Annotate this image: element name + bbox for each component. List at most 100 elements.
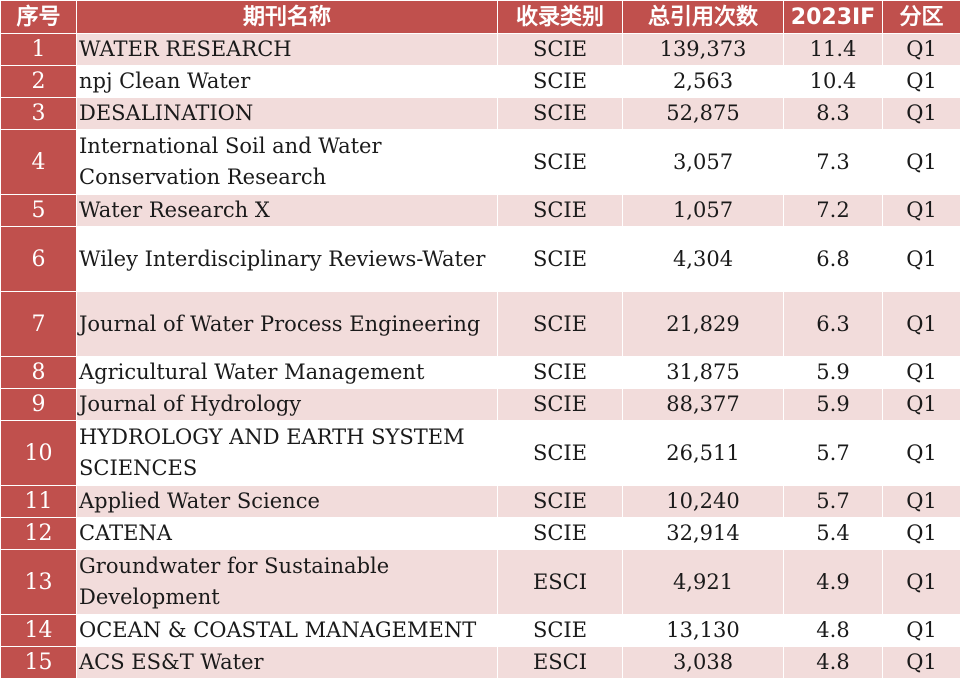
cell-total-citations: 52,875 [623,98,784,130]
cell-impact-factor: 10.4 [784,66,883,98]
cell-index-type: SCIE [498,421,623,486]
cell-index-type: SCIE [498,518,623,550]
cell-quartile: Q1 [883,292,960,357]
cell-journal-name: Groundwater for Sustainable Development [77,550,498,615]
cell-total-citations: 1,057 [623,195,784,227]
cell-journal-name: CATENA [77,518,498,550]
cell-journal-name: Applied Water Science [77,486,498,518]
cell-index-type: SCIE [498,615,623,647]
cell-index: 15 [1,647,77,679]
cell-index-type: SCIE [498,130,623,195]
cell-index-type: SCIE [498,357,623,389]
cell-journal-name: Journal of Hydrology [77,389,498,421]
cell-impact-factor: 6.8 [784,227,883,292]
cell-total-citations: 4,304 [623,227,784,292]
cell-index-type: SCIE [498,486,623,518]
cell-index-type: SCIE [498,227,623,292]
cell-journal-name: npj Clean Water [77,66,498,98]
cell-index: 2 [1,66,77,98]
cell-index-type: SCIE [498,389,623,421]
cell-journal-name: OCEAN & COASTAL MANAGEMENT [77,615,498,647]
header-index: 序号 [1,1,77,34]
cell-impact-factor: 4.8 [784,615,883,647]
cell-total-citations: 2,563 [623,66,784,98]
header-journal-name: 期刊名称 [77,1,498,34]
cell-impact-factor: 6.3 [784,292,883,357]
cell-index-type: ESCI [498,550,623,615]
table-header-row: 序号 期刊名称 收录类别 总引用次数 2023IF 分区 [1,1,960,34]
cell-total-citations: 139,373 [623,34,784,66]
cell-journal-name: ACS ES&T Water [77,647,498,679]
cell-index: 10 [1,421,77,486]
cell-quartile: Q1 [883,34,960,66]
cell-index-type: SCIE [498,98,623,130]
cell-journal-name: HYDROLOGY AND EARTH SYSTEM SCIENCES [77,421,498,486]
cell-index: 1 [1,34,77,66]
cell-journal-name: Agricultural Water Management [77,357,498,389]
cell-total-citations: 21,829 [623,292,784,357]
cell-index: 9 [1,389,77,421]
cell-total-citations: 3,038 [623,647,784,679]
cell-quartile: Q1 [883,98,960,130]
cell-impact-factor: 8.3 [784,98,883,130]
cell-impact-factor: 5.9 [784,389,883,421]
cell-impact-factor: 5.7 [784,486,883,518]
cell-index-type: SCIE [498,195,623,227]
cell-impact-factor: 7.2 [784,195,883,227]
header-total-citations: 总引用次数 [623,1,784,34]
cell-impact-factor: 5.9 [784,357,883,389]
cell-total-citations: 88,377 [623,389,784,421]
cell-index: 8 [1,357,77,389]
cell-total-citations: 3,057 [623,130,784,195]
cell-impact-factor: 4.9 [784,550,883,615]
cell-total-citations: 4,921 [623,550,784,615]
cell-index-type: SCIE [498,66,623,98]
cell-index-type: SCIE [498,34,623,66]
cell-quartile: Q1 [883,550,960,615]
cell-impact-factor: 5.4 [784,518,883,550]
cell-impact-factor: 11.4 [784,34,883,66]
cell-journal-name: DESALINATION [77,98,498,130]
cell-index: 11 [1,486,77,518]
cell-index: 6 [1,227,77,292]
cell-quartile: Q1 [883,389,960,421]
cell-index: 14 [1,615,77,647]
header-impact-factor: 2023IF [784,1,883,34]
cell-journal-name: Journal of Water Process Engineering [77,292,498,357]
cell-index: 5 [1,195,77,227]
cell-index: 3 [1,98,77,130]
cell-impact-factor: 7.3 [784,130,883,195]
cell-quartile: Q1 [883,518,960,550]
cell-quartile: Q1 [883,195,960,227]
cell-index-type: SCIE [498,292,623,357]
cell-index: 4 [1,130,77,195]
cell-quartile: Q1 [883,647,960,679]
cell-quartile: Q1 [883,486,960,518]
cell-journal-name: WATER RESEARCH [77,34,498,66]
cell-quartile: Q1 [883,227,960,292]
cell-index: 13 [1,550,77,615]
cell-index-type: ESCI [498,647,623,679]
cell-index: 12 [1,518,77,550]
cell-total-citations: 26,511 [623,421,784,486]
header-index-type: 收录类别 [498,1,623,34]
cell-quartile: Q1 [883,615,960,647]
cell-quartile: Q1 [883,66,960,98]
cell-total-citations: 10,240 [623,486,784,518]
cell-index: 7 [1,292,77,357]
header-quartile: 分区 [883,1,960,34]
